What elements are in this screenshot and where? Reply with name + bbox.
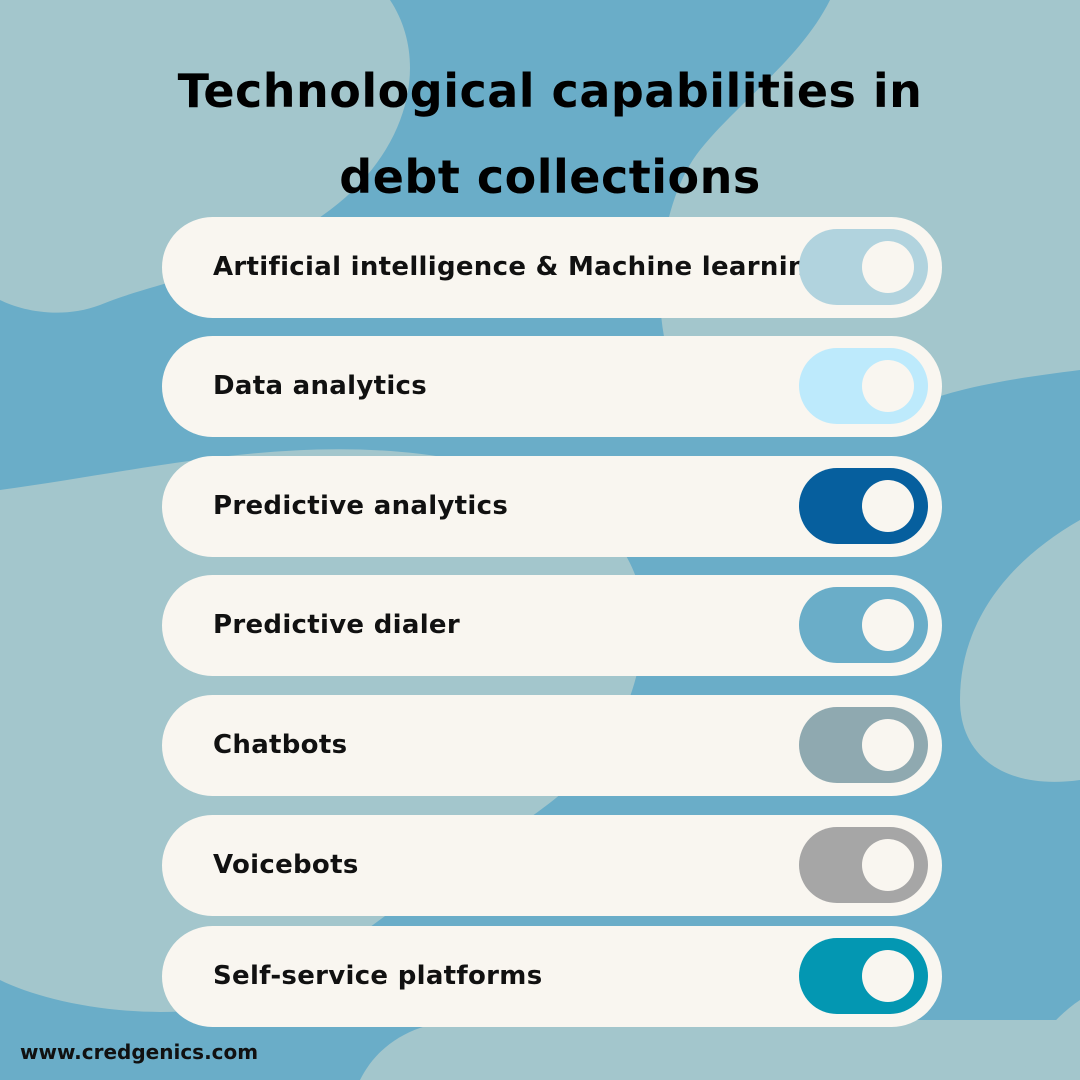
toggle-switch[interactable] bbox=[799, 587, 928, 663]
toggle-knob bbox=[862, 360, 914, 412]
blob-bottom bbox=[360, 1020, 1080, 1080]
title-line-2: debt collections bbox=[339, 150, 761, 204]
toggle-knob bbox=[862, 241, 914, 293]
toggle-switch[interactable] bbox=[799, 468, 928, 544]
capability-row: Self-service platforms bbox=[162, 926, 942, 1027]
capability-label: Predictive dialer bbox=[213, 610, 460, 640]
blob-top-right bbox=[660, 0, 1080, 434]
toggle-knob bbox=[862, 719, 914, 771]
capability-row: Chatbots bbox=[162, 695, 942, 796]
toggle-switch[interactable] bbox=[799, 827, 928, 903]
capability-label: Chatbots bbox=[213, 730, 348, 760]
toggle-switch[interactable] bbox=[799, 348, 928, 424]
capability-row: Predictive analytics bbox=[162, 456, 942, 557]
capability-row: Predictive dialer bbox=[162, 575, 942, 676]
website-link[interactable]: www.credgenics.com bbox=[20, 1040, 259, 1064]
blob-top-left bbox=[0, 0, 410, 313]
toggle-knob bbox=[862, 839, 914, 891]
toggle-switch[interactable] bbox=[799, 229, 928, 305]
capability-label: Artificial intelligence & Machine learni… bbox=[213, 252, 826, 282]
blob-right bbox=[960, 520, 1080, 782]
capability-label: Predictive analytics bbox=[213, 491, 509, 521]
capability-label: Voicebots bbox=[213, 850, 359, 880]
capability-label: Self-service platforms bbox=[213, 961, 543, 991]
toggle-switch[interactable] bbox=[799, 707, 928, 783]
toggle-knob bbox=[862, 480, 914, 532]
capability-row: Voicebots bbox=[162, 815, 942, 916]
capability-row: Artificial intelligence & Machine learni… bbox=[162, 217, 942, 318]
toggle-switch[interactable] bbox=[799, 938, 928, 1014]
toggle-knob bbox=[862, 599, 914, 651]
capability-label: Data analytics bbox=[213, 371, 428, 401]
title-line-1: Technological capabilities in bbox=[177, 64, 923, 118]
blob-bottom-right bbox=[1020, 1000, 1080, 1080]
toggle-knob bbox=[862, 950, 914, 1002]
capability-row: Data analytics bbox=[162, 336, 942, 437]
